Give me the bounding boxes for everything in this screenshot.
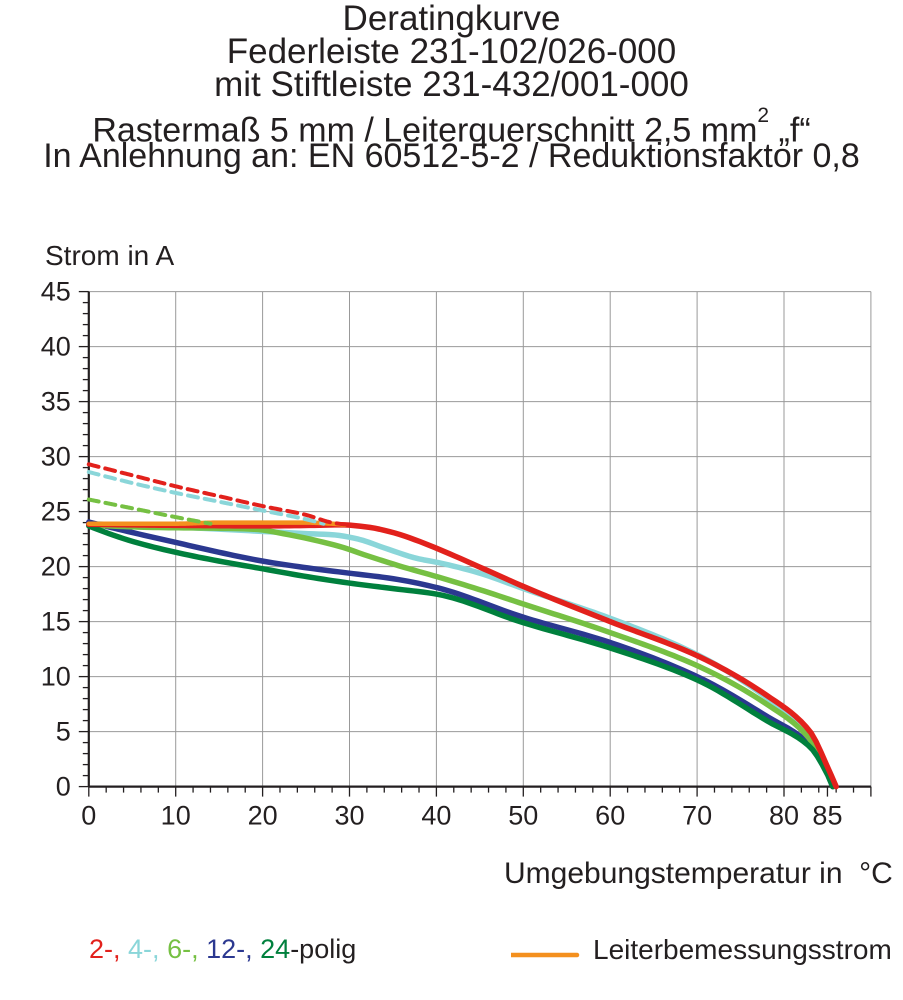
svg-text:20: 20: [41, 552, 71, 582]
svg-text:25: 25: [41, 497, 71, 527]
svg-text:45: 45: [41, 277, 71, 307]
svg-text:40: 40: [421, 801, 451, 831]
svg-text:70: 70: [682, 801, 712, 831]
svg-text:85: 85: [812, 801, 842, 831]
svg-text:10: 10: [161, 801, 191, 831]
svg-text:20: 20: [248, 801, 278, 831]
svg-text:10: 10: [41, 662, 71, 692]
svg-text:0: 0: [81, 801, 96, 831]
svg-text:30: 30: [334, 801, 364, 831]
svg-text:80: 80: [769, 801, 799, 831]
svg-text:50: 50: [508, 801, 538, 831]
svg-text:5: 5: [56, 717, 71, 747]
svg-text:15: 15: [41, 607, 71, 637]
svg-text:0: 0: [56, 772, 71, 802]
svg-text:60: 60: [595, 801, 625, 831]
svg-text:40: 40: [41, 332, 71, 362]
svg-text:30: 30: [41, 442, 71, 472]
svg-text:35: 35: [41, 387, 71, 417]
